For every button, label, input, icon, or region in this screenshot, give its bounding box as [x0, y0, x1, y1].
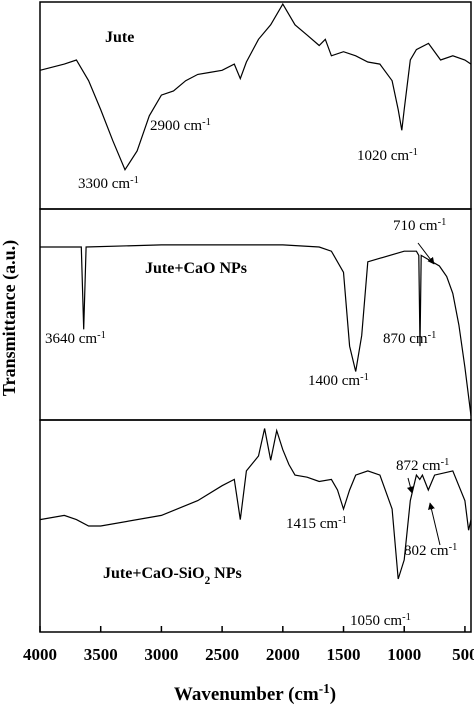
- arrow: [428, 502, 441, 546]
- spectrum-line: [39, 2, 472, 171]
- y-axis-label: Transmittance (a.u.): [0, 240, 20, 396]
- spectrum-line: [40, 244, 472, 416]
- x-tick-label: 4000: [23, 645, 57, 664]
- annotation-text: 710 cm: [393, 218, 438, 234]
- annotation-sup: -1: [130, 175, 139, 186]
- annotation: 3300 cm-1: [78, 175, 139, 193]
- arrow: [417, 242, 435, 265]
- annotation: 1020 cm-1: [357, 147, 418, 165]
- panel-label-part: NPs: [210, 565, 242, 582]
- panel-label-part: Jute+CaO NPs: [145, 260, 247, 277]
- panel-frame: [39, 419, 472, 633]
- annotation-text: 1400 cm: [308, 373, 360, 389]
- x-axis-label-part: Wavenumber (cm: [174, 684, 319, 705]
- annotation-sup: -1: [428, 330, 437, 341]
- annotation-text: 1415 cm: [286, 516, 338, 532]
- annotation-text: 802 cm: [404, 543, 449, 559]
- annotation: 872 cm-1: [396, 457, 449, 475]
- spectrum-line: [39, 428, 472, 580]
- x-axis-label-part: ): [330, 684, 336, 705]
- annotation-sup: -1: [97, 330, 106, 341]
- annotation: 3640 cm-1: [45, 330, 106, 348]
- annotation: 710 cm-1: [393, 217, 446, 235]
- panel-label-part: Jute+CaO-SiO: [103, 565, 205, 582]
- panel-label-part: Jute: [105, 29, 134, 46]
- annotation-sup: -1: [449, 542, 458, 553]
- annotation-text: 3640 cm: [45, 331, 97, 347]
- x-tick-label: 1500: [327, 645, 361, 664]
- x-tick-label: 3000: [144, 645, 178, 664]
- annotation-sup: -1: [402, 612, 411, 623]
- annotation-text: 2900 cm: [150, 118, 202, 134]
- annotation-sup: -1: [360, 372, 369, 383]
- annotation: 802 cm-1: [404, 542, 457, 560]
- annotation: 2900 cm-1: [150, 117, 211, 135]
- annotation-sup: -1: [438, 217, 447, 228]
- annotation: 1400 cm-1: [308, 372, 369, 390]
- x-tick-label: 2000: [266, 645, 300, 664]
- x-tick-label: 2500: [205, 645, 239, 664]
- annotation-text: 872 cm: [396, 458, 441, 474]
- annotation-text: 870 cm: [383, 331, 428, 347]
- panel-frame: [39, 208, 472, 421]
- annotation: 1050 cm-1: [350, 612, 411, 630]
- panel-label: Jute+CaO-SiO2 NPs: [103, 565, 242, 587]
- x-tick-label: 3500: [84, 645, 118, 664]
- arrows: [406, 242, 441, 546]
- arrow: [406, 477, 414, 494]
- annotation-sup: -1: [338, 515, 347, 526]
- annotation-sup: -1: [409, 147, 418, 158]
- annotation-sup: -1: [202, 117, 211, 128]
- panel-label-part: 2: [205, 575, 211, 587]
- annotation-sup: -1: [441, 457, 450, 468]
- annotation-text: 1020 cm: [357, 148, 409, 164]
- annotation-text: 1050 cm: [350, 613, 402, 629]
- x-tick-label: 500: [452, 645, 474, 664]
- x-tick-label: 1000: [387, 645, 421, 664]
- x-axis-label-part: -1: [319, 681, 330, 696]
- annotation: 870 cm-1: [383, 330, 436, 348]
- panel-label: Jute: [105, 29, 134, 46]
- annotation: 1415 cm-1: [286, 515, 347, 533]
- x-axis-label: Wavenumber (cm-1): [174, 681, 336, 706]
- annotation-text: 3300 cm: [78, 176, 130, 192]
- panel-label: Jute+CaO NPs: [145, 260, 247, 277]
